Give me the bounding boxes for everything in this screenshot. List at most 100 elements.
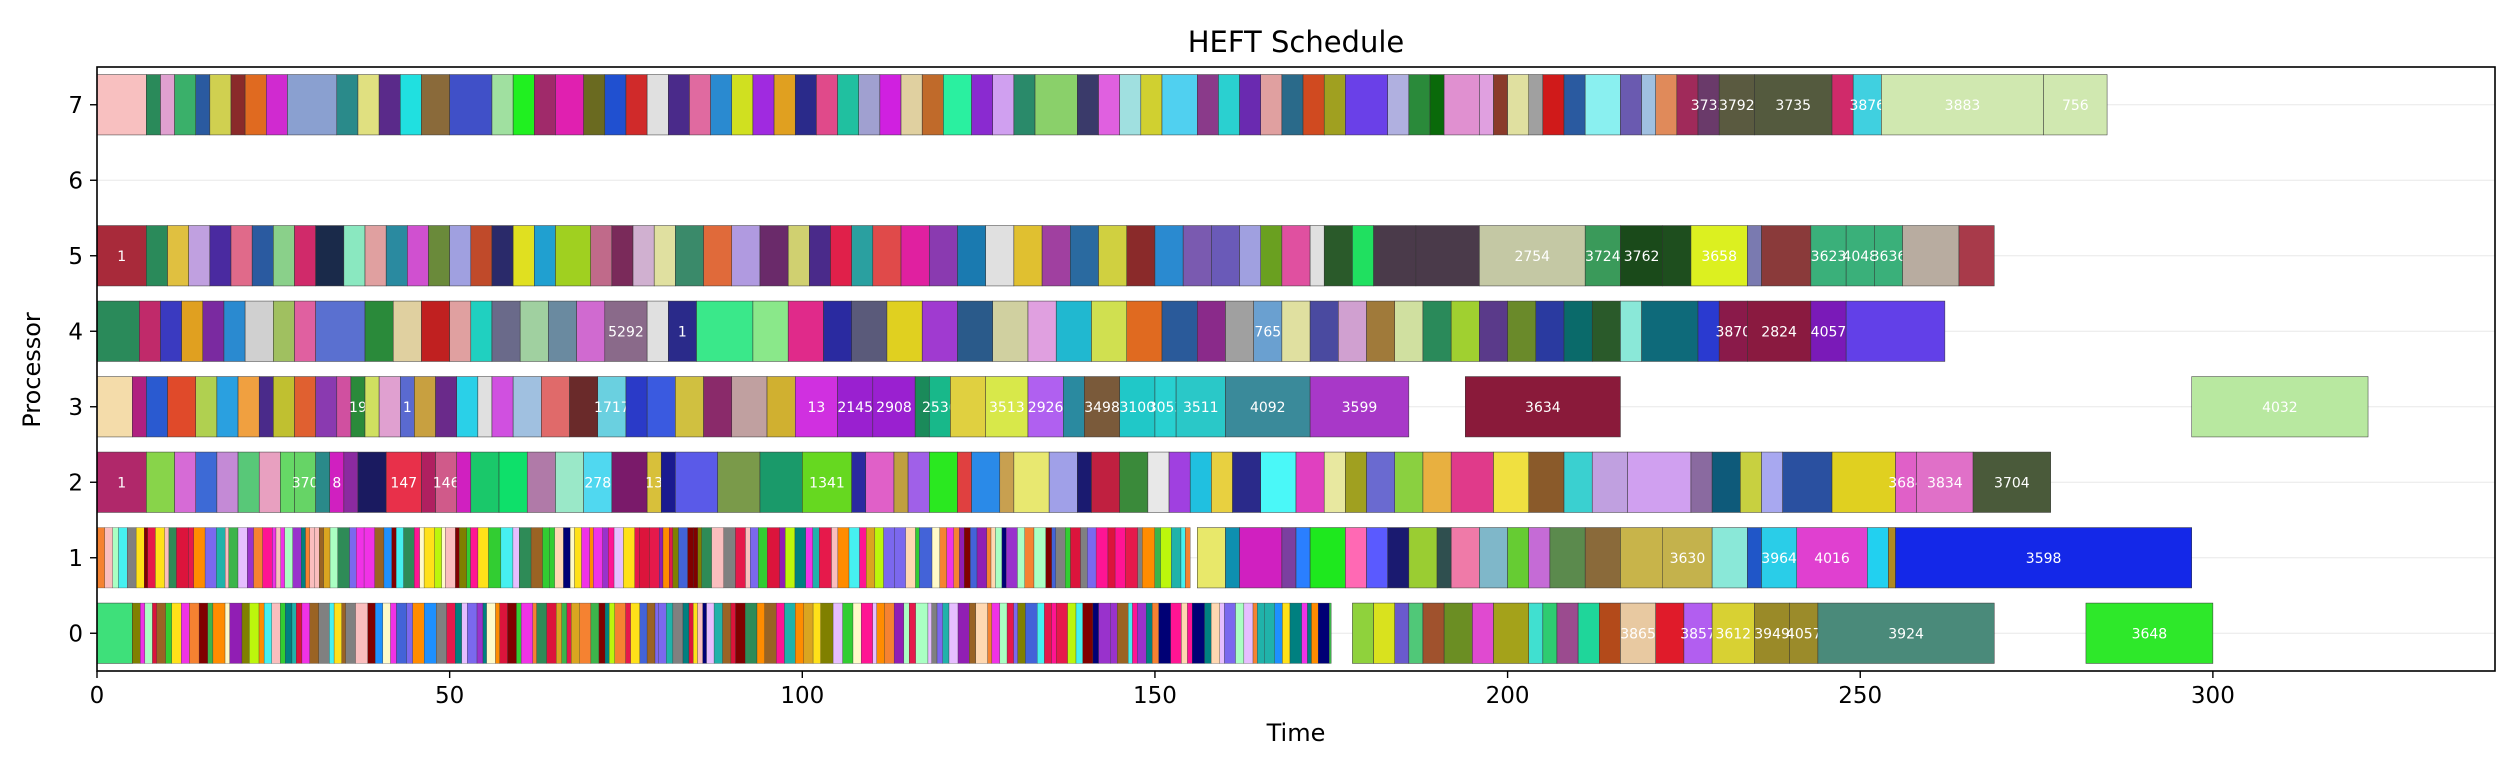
task-bar xyxy=(258,376,274,438)
task-bar xyxy=(1232,451,1261,513)
task-bar xyxy=(520,602,534,664)
task-bar xyxy=(894,527,906,589)
task-bar xyxy=(407,225,429,287)
task-bar xyxy=(181,602,190,664)
task-bar xyxy=(467,602,478,664)
task-bar xyxy=(812,527,820,589)
task-bar xyxy=(693,602,698,664)
task-bar xyxy=(928,225,958,287)
task-label: 4092 xyxy=(1250,400,1286,416)
task-bar xyxy=(915,602,929,664)
task-bar xyxy=(1408,602,1424,664)
task-bar xyxy=(1181,602,1188,664)
task-bar xyxy=(1260,74,1283,136)
task-bar xyxy=(132,376,147,438)
task-bar xyxy=(1027,300,1057,362)
task-bar xyxy=(1761,451,1783,513)
task-bar xyxy=(784,602,796,664)
task-bar xyxy=(1845,300,1946,362)
task-bar xyxy=(198,602,208,664)
task-bar xyxy=(1077,451,1092,513)
task-label: 13 xyxy=(807,400,825,416)
task-bar xyxy=(795,602,804,664)
task-bar xyxy=(837,527,850,589)
task-bar xyxy=(764,602,777,664)
task-bar xyxy=(639,527,650,589)
task-bar xyxy=(1620,602,1656,664)
task-bar xyxy=(507,602,517,664)
task-bar xyxy=(491,376,514,438)
task-bar xyxy=(957,225,986,287)
task-bar xyxy=(990,527,996,589)
task-bar xyxy=(202,300,225,362)
task-bar xyxy=(1747,527,1762,589)
task-bar xyxy=(678,527,688,589)
task-bar xyxy=(253,527,263,589)
task-bar xyxy=(237,451,260,513)
task-bar xyxy=(566,602,572,664)
task-bar xyxy=(486,602,496,664)
x-tick-label: 150 xyxy=(1133,683,1177,709)
task-bar xyxy=(1080,527,1088,589)
task-bar xyxy=(1065,527,1071,589)
task-bar xyxy=(1620,527,1664,589)
task-bar xyxy=(931,602,938,664)
task-bar xyxy=(424,602,437,664)
task-bar xyxy=(385,225,408,287)
task-bar xyxy=(581,527,590,589)
task-label: 3511 xyxy=(1183,400,1219,416)
task-bar xyxy=(1556,602,1579,664)
task-bar xyxy=(1033,527,1047,589)
task-bar xyxy=(1345,527,1367,589)
task-bar xyxy=(406,602,413,664)
task-bar xyxy=(1161,74,1198,136)
task-bar xyxy=(569,376,599,438)
task-bar xyxy=(1264,602,1275,664)
task-bar xyxy=(971,74,993,136)
task-label: 2824 xyxy=(1761,324,1797,340)
task-bar xyxy=(364,376,380,438)
task-bar xyxy=(476,602,484,664)
task-bar xyxy=(287,74,338,136)
task-bar xyxy=(357,74,380,136)
task-bar xyxy=(915,527,920,589)
task-bar xyxy=(1309,527,1346,589)
task-bar xyxy=(1225,376,1311,438)
task-bar xyxy=(96,451,147,513)
task-bar xyxy=(512,376,542,438)
task-bar xyxy=(1239,527,1283,589)
task-bar xyxy=(819,527,832,589)
task-bar xyxy=(284,527,293,589)
task-bar xyxy=(135,527,145,589)
task-label: 3857 xyxy=(1680,626,1716,642)
task-bar xyxy=(1158,602,1171,664)
task-bar xyxy=(1095,527,1109,589)
task-bar xyxy=(1154,527,1161,589)
task-label: 2908 xyxy=(876,400,912,416)
task-bar xyxy=(336,74,359,136)
task-bar xyxy=(1641,74,1656,136)
task-bar xyxy=(946,527,954,589)
task-bar xyxy=(160,300,182,362)
task-bar xyxy=(363,527,375,589)
task-bar xyxy=(168,527,177,589)
task-bar xyxy=(1373,602,1395,664)
task-bar xyxy=(675,376,704,438)
task-bar xyxy=(995,527,1003,589)
task-bar xyxy=(273,376,295,438)
task-bar xyxy=(883,527,895,589)
task-bar xyxy=(294,300,316,362)
task-bar xyxy=(244,300,274,362)
task-bar xyxy=(1125,527,1138,589)
task-bar xyxy=(1690,451,1713,513)
task-bar xyxy=(1584,225,1621,287)
task-bar xyxy=(1584,74,1621,136)
task-bar xyxy=(759,225,789,287)
task-bar xyxy=(434,527,442,589)
task-bar xyxy=(470,225,493,287)
task-bar xyxy=(1479,300,1508,362)
task-bar xyxy=(530,527,543,589)
task-bar xyxy=(668,74,690,136)
task-bar xyxy=(831,527,839,589)
task-bar xyxy=(96,74,147,136)
